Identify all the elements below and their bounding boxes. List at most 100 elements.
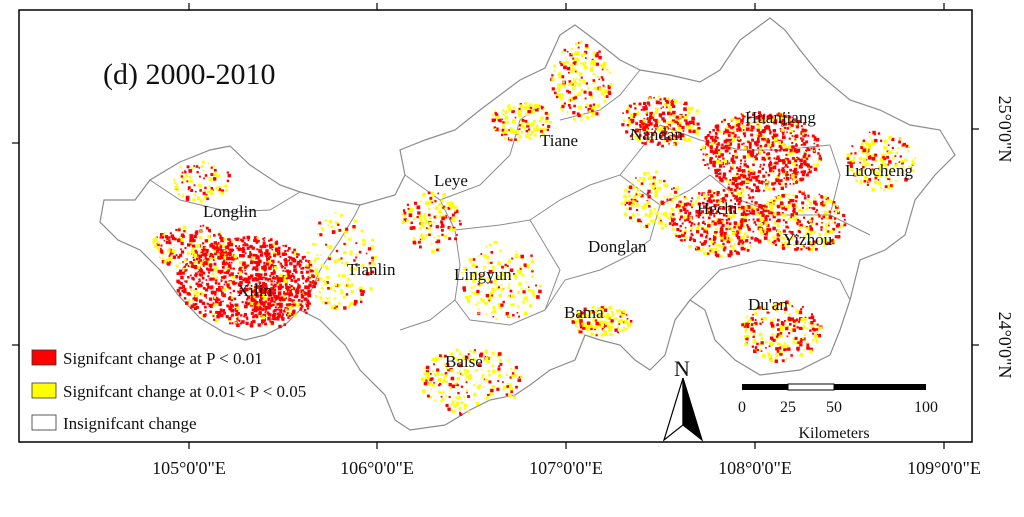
significance-cell <box>208 185 211 188</box>
significance-cell <box>575 324 578 327</box>
significance-cell <box>407 207 410 210</box>
significance-cell <box>453 205 457 209</box>
significance-cell <box>684 115 688 120</box>
significance-cell <box>222 287 227 291</box>
significance-cell <box>255 241 258 244</box>
significance-cell <box>188 169 193 173</box>
significance-cell <box>772 306 774 309</box>
significance-cell <box>770 115 774 120</box>
significance-cell <box>646 117 649 119</box>
significance-cell <box>510 303 513 307</box>
significance-cell <box>795 240 799 244</box>
significance-cell <box>727 146 731 150</box>
significance-cell <box>276 312 279 315</box>
significance-cell <box>792 116 794 119</box>
significance-cell <box>769 205 772 208</box>
significance-cell <box>689 216 693 220</box>
significance-cell <box>189 274 192 277</box>
significance-cell <box>600 92 605 96</box>
significance-cell <box>246 302 250 306</box>
significance-cell <box>192 300 194 303</box>
significance-cell <box>575 62 578 65</box>
significance-cell <box>519 108 523 112</box>
significance-cell <box>278 276 281 280</box>
significance-cell <box>282 265 284 268</box>
significance-cell <box>572 62 576 66</box>
significance-cell <box>758 203 762 207</box>
significance-cell <box>447 369 450 372</box>
significance-cell <box>837 211 840 215</box>
significance-cell <box>546 112 550 116</box>
significance-cell <box>562 61 567 65</box>
significance-cell <box>655 121 658 125</box>
significance-cell <box>761 222 765 225</box>
significance-cell <box>198 273 202 276</box>
significance-cell <box>720 179 724 183</box>
significance-cell <box>809 165 813 169</box>
significance-cell <box>179 282 183 285</box>
significance-cell <box>275 240 278 243</box>
significance-cell <box>520 122 524 126</box>
significance-cell <box>668 136 671 139</box>
significance-cell <box>336 228 339 231</box>
significance-cell <box>759 119 762 122</box>
significance-cell <box>777 195 782 200</box>
significance-cell <box>476 368 479 371</box>
significance-cell <box>765 215 768 218</box>
significance-cell <box>426 376 430 380</box>
significance-cell <box>677 135 681 139</box>
significance-cell <box>324 301 328 305</box>
significance-cell <box>233 254 238 259</box>
significance-cell <box>203 248 206 252</box>
significance-cell <box>300 289 305 293</box>
significance-cell <box>819 326 823 330</box>
significance-cell <box>741 125 746 129</box>
significance-cell <box>497 275 500 278</box>
significance-cell <box>336 284 340 288</box>
significance-cell <box>535 124 539 128</box>
significance-cell <box>353 259 356 262</box>
significance-cell <box>665 127 668 130</box>
significance-cell <box>202 262 205 266</box>
significance-cell <box>702 158 705 161</box>
significance-cell <box>273 277 277 280</box>
significance-cell <box>723 236 727 240</box>
significance-cell <box>655 126 658 129</box>
significance-cell <box>293 264 297 269</box>
significance-cell <box>281 252 286 256</box>
significance-cell <box>500 284 503 286</box>
significance-cell <box>220 189 225 193</box>
significance-cell <box>297 260 300 264</box>
significance-cell <box>233 297 237 301</box>
significance-cell <box>231 296 234 300</box>
significance-cell <box>763 317 766 320</box>
significance-cell <box>679 201 683 206</box>
significance-cell <box>203 293 207 297</box>
significance-cell <box>788 145 791 149</box>
significance-cell <box>787 201 791 204</box>
significance-cell <box>199 189 202 192</box>
significance-cell <box>254 277 258 281</box>
significance-cell <box>592 79 596 82</box>
significance-cell <box>599 109 602 112</box>
significance-cell <box>645 111 648 114</box>
significance-cell <box>604 321 609 326</box>
significance-cell <box>737 124 740 127</box>
significance-cell <box>573 52 577 56</box>
significance-cell <box>784 348 787 351</box>
significance-cell <box>725 129 730 134</box>
significance-cell <box>214 268 219 273</box>
significance-cell <box>743 146 747 150</box>
significance-cell <box>575 42 578 46</box>
significance-cell <box>708 134 710 136</box>
significance-cell <box>488 270 493 274</box>
significance-cell <box>807 241 811 245</box>
significance-cell <box>273 300 276 303</box>
significance-cell <box>870 163 873 166</box>
significance-cell <box>219 234 222 237</box>
significance-cell <box>762 116 765 120</box>
significance-cell <box>813 202 816 205</box>
significance-cell <box>352 225 356 229</box>
significance-cell <box>454 382 457 385</box>
significance-cell <box>825 196 829 201</box>
